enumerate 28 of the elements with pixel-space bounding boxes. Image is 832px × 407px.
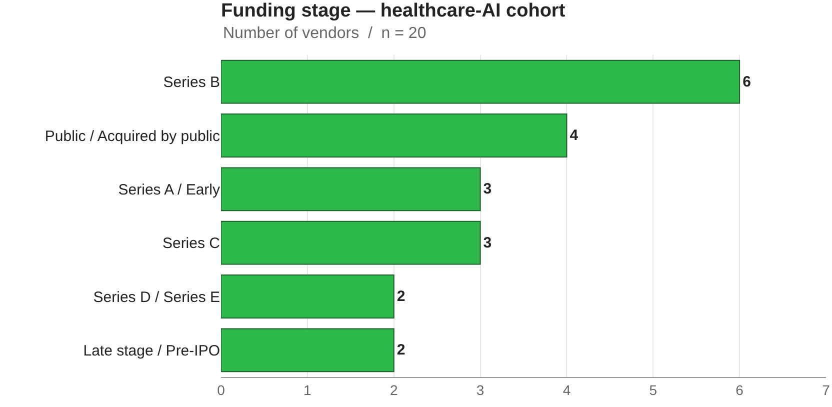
bar xyxy=(221,220,481,265)
x-tick-label: 0 xyxy=(217,382,226,398)
chart-subtitle: Number of vendors / n = 20 xyxy=(223,25,426,42)
data-label: 6 xyxy=(742,73,751,90)
bar xyxy=(221,167,481,212)
x-tick-label: 6 xyxy=(736,382,744,398)
x-tick-label: 3 xyxy=(476,382,484,398)
data-label: 2 xyxy=(396,288,406,305)
x-tick-label: 4 xyxy=(562,382,571,398)
y-tick-label: Series C xyxy=(162,235,220,252)
y-tick-label: Series B xyxy=(163,74,220,92)
y-tick-label: Late stage / Pre-IPO xyxy=(83,342,220,360)
y-tick-label: Series A / Early xyxy=(118,181,220,198)
x-tick-label: 1 xyxy=(304,382,312,398)
chart-title: Funding stage — healthcare-AI cohort xyxy=(221,0,566,22)
data-label: 3 xyxy=(483,180,492,198)
bar xyxy=(221,328,394,372)
x-tick-label: 7 xyxy=(822,382,830,398)
data-label: 2 xyxy=(396,342,406,359)
data-label: 4 xyxy=(570,127,579,144)
bar xyxy=(221,114,568,158)
data-label: 3 xyxy=(483,234,492,252)
y-tick-label: Public / Acquired by public xyxy=(44,128,220,145)
bar xyxy=(221,274,394,318)
x-tick-label: 2 xyxy=(390,382,398,398)
x-tick-label: 5 xyxy=(649,382,658,398)
bar xyxy=(221,60,740,104)
y-tick-label: Series D / Series E xyxy=(93,288,220,306)
